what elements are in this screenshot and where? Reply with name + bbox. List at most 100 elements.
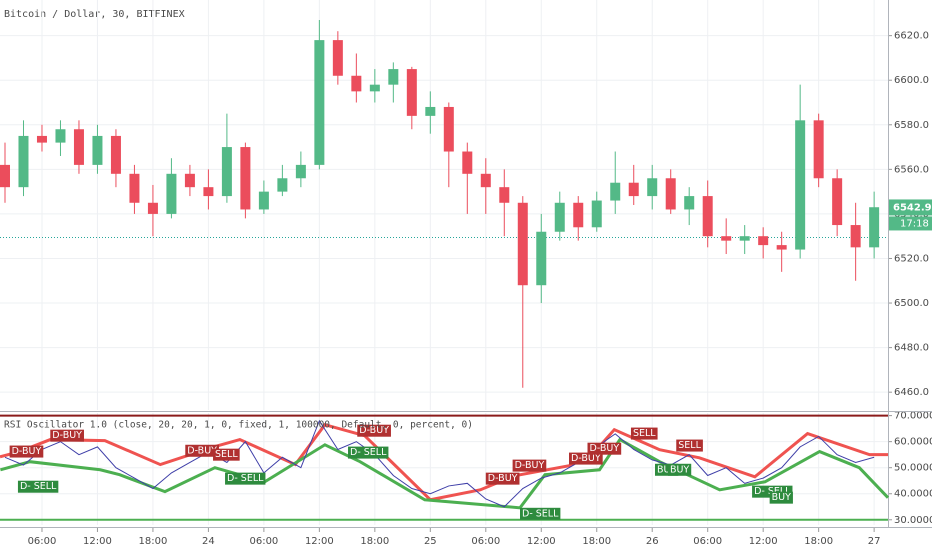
x-tick-label: 18:00 [139,536,168,547]
x-tick-label: 06:00 [28,536,57,547]
countdown-box [889,216,932,231]
signal-box [630,427,658,440]
candle-body [721,236,732,241]
x-tick-label: 18:00 [582,536,611,547]
candle-body [258,191,269,210]
candle-body [240,147,251,210]
signal-label: D- SELL [20,481,57,492]
candle-body [425,106,436,116]
candle-body [462,151,473,174]
candle-body [665,178,676,210]
candle-body [813,120,824,179]
y-tick-label: 30.0000 [894,515,932,526]
candle-body [369,84,380,92]
candle-body [610,182,621,201]
candle-body [591,200,602,228]
candle-body [647,178,658,197]
signal-box [50,429,84,442]
signal-box [485,472,520,485]
candle-body [277,178,288,192]
candle-body [795,120,806,250]
candle-body [443,106,454,152]
candle-body [351,75,362,92]
signal-box [185,444,219,457]
candle-body [221,147,232,197]
signal-label: D-BUY [359,425,389,436]
series-line [0,423,888,502]
signal-label: SELL [215,449,238,460]
candle-body [517,202,528,286]
x-tick-label: 25 [424,536,437,547]
countdown-label: 17:18 [900,218,929,229]
x-tick-label: 26 [646,536,659,547]
signal-box [213,448,240,461]
candle-body [758,236,769,246]
candle-body [55,129,66,143]
candle-body [184,173,195,188]
signal-box [667,463,692,476]
x-tick-label: 12:00 [305,536,334,547]
y-tick-label: 70.0000 [894,411,932,422]
y-tick-label: 40.0000 [894,489,932,500]
candle-body [499,187,510,203]
signal-box [225,472,266,485]
candle-body [554,202,565,232]
x-tick-label: 12:00 [749,536,778,547]
y-tick-label: 6480.0 [894,343,929,354]
signal-label: BUY [772,492,791,503]
signal-label: BUY [657,464,676,475]
signal-box [520,507,561,520]
x-tick-label: 18:00 [360,536,389,547]
candle-body [166,173,177,214]
candle-body [573,202,584,228]
candle-body [18,135,29,188]
candle-body [702,196,713,237]
signal-box [587,442,622,455]
last-price-box [889,199,932,216]
x-tick-label: 12:00 [527,536,556,547]
candle-body [832,178,843,226]
candle-body [388,69,399,85]
y-tick-label: 6580.0 [894,120,929,131]
candle-body [536,231,547,286]
signal-box [357,424,391,437]
signal-label: D-BUY [515,460,545,471]
signal-label: D-BUY [488,473,518,484]
x-tick-label: 06:00 [249,536,278,547]
x-tick-label: 12:00 [83,536,112,547]
candle-body [295,164,306,179]
candle-body [739,236,750,241]
candle-body [776,245,787,250]
chart-title: Bitcoin / Dollar, 30, BITFINEX [4,9,185,20]
y-tick-label: 6620.0 [894,31,929,42]
candle-body [628,182,639,197]
signal-label: SELL [678,440,701,451]
signal-box [676,439,703,452]
signal-box [348,446,389,459]
candle-body [480,173,491,188]
signal-box [769,491,793,504]
signal-label: D- SELL [522,508,559,519]
candle-body [73,129,84,165]
signal-label: D-BUY [590,443,620,454]
y-tick-label: 6520.0 [894,253,929,264]
candle-body [869,207,880,248]
candle-body [92,135,103,165]
y-tick-label: 50.0000 [894,463,932,474]
indicator-title: RSI Oscillator 1.0 (close, 20, 20, 1, 0,… [4,420,473,431]
candle-body [406,69,417,116]
candle-body [36,135,47,143]
candle-body [203,187,214,197]
signal-label: BUY [670,464,689,475]
signal-box [9,445,44,458]
signal-label: D- SELL [350,447,387,458]
x-tick-label: 06:00 [471,536,500,547]
x-tick-label: 27 [868,536,881,547]
candle-body [850,225,861,248]
candle-body [684,196,695,210]
candle-body [314,40,325,165]
series-line [0,437,890,510]
signal-label: SELL [633,428,656,439]
candle-body [0,164,10,188]
